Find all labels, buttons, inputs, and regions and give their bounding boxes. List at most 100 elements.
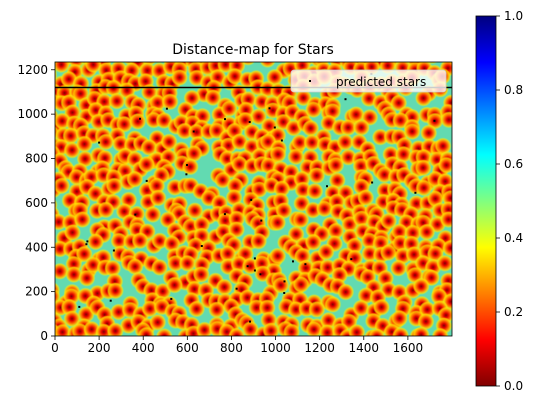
star-glow [153,62,163,64]
star-glow [262,322,280,336]
star-glow [412,277,430,295]
predicted-star-marker [186,164,188,166]
x-tick-label: 400 [132,341,155,355]
star-glow [228,327,246,336]
star-glow [149,313,167,331]
star-glow [55,262,69,280]
star-glow [305,101,322,119]
legend-box [290,69,447,93]
star-glow [415,179,433,197]
predicted-star-marker [192,130,195,133]
colorbar: 0.0 0.2 0.4 0.6 0.8 1.0 [475,9,523,393]
plot-area [54,61,453,337]
star-glow [368,328,386,336]
star-glow [181,158,199,176]
star-glow [269,145,287,163]
chart-title: Distance-map for Stars [172,42,334,58]
star-glow [392,327,410,336]
star-glow [65,266,83,283]
predicted-star-marker [139,117,141,120]
star-glow [97,133,115,151]
star-glow [110,232,128,250]
star-glow [97,201,115,219]
predicted-star-marker [223,213,226,216]
predicted-star-marker [224,118,226,121]
star-glow [308,167,326,184]
star-glow [219,245,237,263]
star-glow [131,232,149,250]
star-glow [208,301,226,319]
star-glow [304,233,322,251]
predicted-star-marker [260,219,263,222]
x-tick-label: 1200 [304,341,335,355]
colorbar-tick-label: 0.8 [504,83,523,97]
star-glow [73,211,91,228]
star-glow [348,323,366,336]
star-glow [418,223,436,241]
star-glow [231,155,248,173]
star-glow [395,145,413,163]
star-glow [151,258,169,276]
legend-label: predicted stars [336,75,426,89]
predicted-star-marker [170,297,173,300]
colorbar-fill [475,15,497,387]
y-tick-label: 600 [25,196,48,210]
star-glow [137,326,155,336]
star-glow [163,235,181,253]
star-glow [186,202,204,220]
star-glow [84,62,102,74]
predicted-star-marker [249,320,251,323]
legend: predicted stars [290,69,447,93]
star-glow [242,320,259,336]
star-glow [149,189,167,207]
x-tick-label: 1600 [393,341,424,355]
star-glow [188,300,206,318]
predicted-star-marker [250,198,253,201]
star-glow [78,269,96,287]
star-glow [126,170,144,188]
predicted-star-marker [98,141,101,144]
star-glow [269,247,287,265]
star-glow [306,182,324,200]
star-glow [417,313,435,330]
star-glow [155,328,173,336]
predicted-star-marker [292,260,294,263]
colorbar-tick-label: 0.4 [504,231,523,245]
star-glow [397,62,408,64]
predicted-star-marker [273,126,276,129]
star-glow [108,92,126,110]
star-glow [436,254,452,272]
star-glow [220,100,238,118]
star-glow [318,324,336,336]
star-glow [412,326,430,336]
predicted-star-marker [350,258,353,261]
y-tick-label: 400 [25,240,48,254]
star-glow [259,62,276,68]
y-tick-label: 1000 [17,107,48,121]
star-glow [437,156,452,174]
star-glow [380,212,398,230]
star-glow [316,200,333,218]
star-glow [106,322,124,336]
predicted-star-marker [246,265,249,268]
star-glow [302,119,320,137]
star-glow [188,123,205,141]
star-glow [434,137,452,155]
star-glow [138,155,155,173]
star-glow [161,93,179,111]
predicted-star-marker [85,243,88,246]
star-glow [373,298,390,316]
star-glow [291,134,309,151]
predicted-star-marker [344,98,347,101]
star-glow [357,189,375,207]
star-glow [423,62,431,63]
predicted-star-marker [134,213,137,216]
predicted-star-marker [414,191,417,194]
x-tick-label: 0 [51,341,59,355]
star-glow [283,323,301,336]
predicted-star-marker [283,280,286,283]
star-glow [308,300,326,318]
star-glow [55,177,71,195]
star-glow [273,180,291,198]
